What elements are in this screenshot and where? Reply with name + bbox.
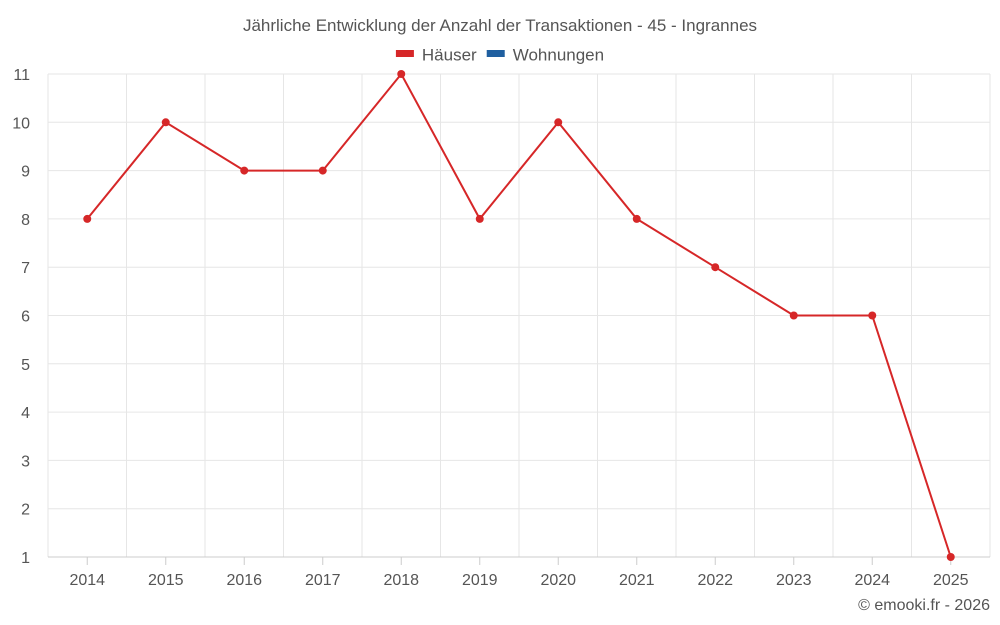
legend-label: Häuser bbox=[422, 45, 477, 64]
y-tick-label: 4 bbox=[21, 405, 30, 422]
data-point[interactable] bbox=[240, 166, 249, 175]
data-point[interactable] bbox=[711, 263, 720, 272]
grid bbox=[47, 73, 991, 557]
data-point[interactable] bbox=[397, 70, 406, 78]
y-tick-label: 8 bbox=[21, 212, 30, 229]
y-tick-label: 9 bbox=[21, 164, 30, 181]
legend: Häuser Wohnungen bbox=[395, 45, 604, 64]
chart-title: Jährliche Entwicklung der Anzahl der Tra… bbox=[243, 16, 757, 35]
y-tick-label: 11 bbox=[13, 67, 30, 84]
x-tick-label: 2025 bbox=[933, 572, 969, 589]
copyright-credit: © emooki.fr - 2026 bbox=[858, 597, 990, 614]
data-point[interactable] bbox=[789, 311, 798, 320]
data-point[interactable] bbox=[868, 311, 877, 320]
legend-item-1[interactable]: Wohnungen bbox=[486, 45, 604, 64]
x-tick-label: 2022 bbox=[697, 572, 733, 589]
y-tick-label: 3 bbox=[21, 453, 30, 470]
y-tick-label: 6 bbox=[21, 309, 30, 326]
data-point[interactable] bbox=[475, 214, 484, 223]
x-tick-label: 2021 bbox=[619, 572, 655, 589]
legend-swatch bbox=[395, 50, 414, 57]
legend-item-0[interactable]: Häuser bbox=[395, 45, 477, 64]
axes: 1 2 3 4 5 6 7 8 9 10 11 2014 2015 2016 2017 2018 2019 202… bbox=[12, 67, 990, 589]
x-tick-label: 2018 bbox=[383, 572, 419, 589]
legend-swatch bbox=[486, 50, 505, 57]
y-tick-label: 5 bbox=[21, 357, 30, 374]
series-line-0 bbox=[86, 72, 952, 558]
x-tick-label: 2020 bbox=[540, 572, 576, 589]
x-tick-label: 2019 bbox=[462, 572, 498, 589]
data-point[interactable] bbox=[554, 118, 563, 127]
data-point[interactable] bbox=[83, 214, 92, 223]
x-tick-label: 2017 bbox=[305, 572, 341, 589]
y-tick-label: 10 bbox=[12, 115, 30, 132]
x-tick-label: 2016 bbox=[226, 572, 262, 589]
legend-label: Wohnungen bbox=[513, 45, 604, 64]
y-tick-label: 1 bbox=[21, 550, 30, 567]
data-point[interactable] bbox=[946, 553, 955, 561]
x-tick-label: 2015 bbox=[148, 572, 184, 589]
data-point[interactable] bbox=[318, 166, 327, 175]
data-point[interactable] bbox=[161, 118, 170, 127]
x-tick-label: 2023 bbox=[776, 572, 812, 589]
x-tick-label: 2024 bbox=[854, 572, 890, 589]
data-point[interactable] bbox=[632, 214, 641, 223]
y-tick-label: 7 bbox=[21, 260, 30, 277]
series-layer bbox=[83, 70, 955, 561]
x-tick-label: 2014 bbox=[69, 572, 105, 589]
y-tick-label: 2 bbox=[21, 502, 30, 519]
